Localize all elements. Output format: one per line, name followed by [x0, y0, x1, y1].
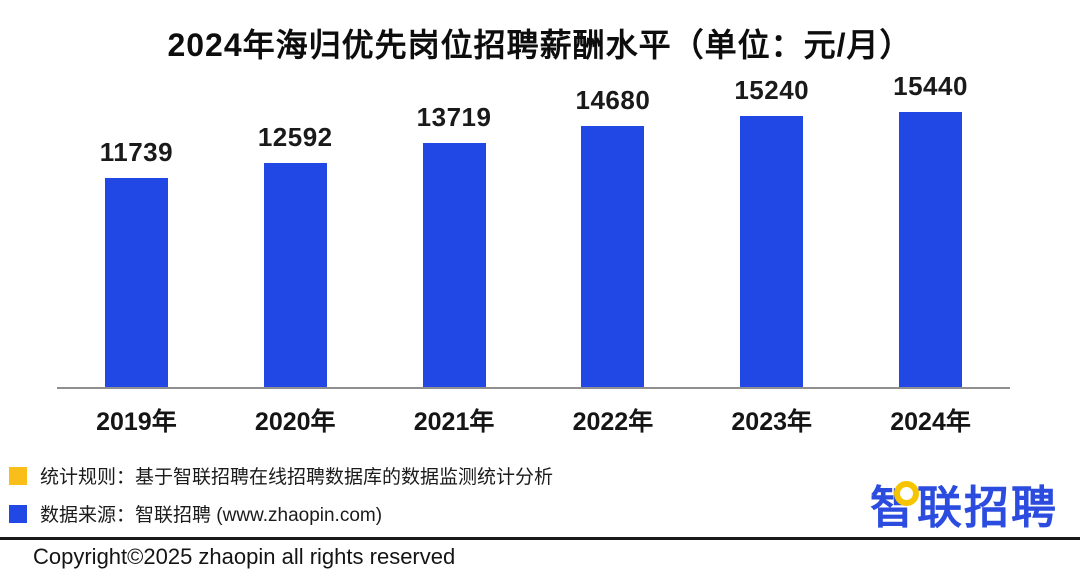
zhaopin-logo: 智联招聘 [870, 481, 1058, 530]
page-title: 2024年海归优先岗位招聘薪酬水平（单位：元/月） [167, 27, 913, 63]
bar-value-label: 11739 [99, 137, 174, 167]
bar [104, 178, 168, 387]
legend-label: 统计规则：基于智联招聘在线招聘数据库的数据监测统计分析 [40, 467, 554, 488]
yellow-swatch-icon [9, 466, 27, 485]
bar-group: 11739 [57, 137, 216, 387]
x-axis-label: 2021年 [413, 408, 495, 436]
bar [740, 116, 804, 387]
salary-bar-chart: 11739 12592 13719 14680 15240 15440 2019年 2020… [57, 71, 1010, 438]
legend-label: 数据来源：智联招聘 (www.zhaopin.com) [40, 505, 383, 526]
bar [899, 112, 963, 387]
blue-swatch-icon [9, 504, 27, 523]
bar-value-label: 14680 [575, 85, 651, 115]
legend-row-data-source: 数据来源：智联招聘 (www.zhaopin.com) [9, 500, 1080, 527]
x-axis-label: 2024年 [890, 408, 971, 436]
bar [422, 143, 486, 387]
x-axis-label: 2019年 [96, 408, 177, 436]
bar-group: 12592 [216, 122, 375, 387]
bar [263, 163, 327, 387]
legend-row-statistics-rule: 统计规则：基于智联招聘在线招聘数据库的数据监测统计分析 [9, 462, 1080, 489]
x-axis-labels: 2019年 2020年 2021年 2022年 2023年 2024年 [57, 389, 1010, 438]
logo-yellow-dot-icon [893, 481, 919, 506]
bar-group: 15440 [851, 71, 1010, 387]
bar-value-label: 15440 [893, 71, 968, 101]
bar-value-label: 13719 [416, 102, 492, 132]
bar [581, 126, 645, 387]
plot-area: 11739 12592 13719 14680 15240 15440 [57, 71, 1010, 389]
bar-group: 15240 [692, 75, 851, 387]
x-axis-label: 2020年 [254, 408, 336, 436]
copyright-text: Copyright©2025 zhaopin all rights reserv… [33, 544, 456, 569]
bar-value-label: 15240 [734, 75, 810, 105]
bar-value-label: 12592 [257, 122, 333, 152]
x-axis-label: 2023年 [731, 408, 813, 436]
bar-group: 14680 [533, 85, 692, 387]
legend: 统计规则：基于智联招聘在线招聘数据库的数据监测统计分析 数据来源：智联招聘 (w… [9, 462, 1080, 527]
footer-divider [0, 537, 1080, 540]
bar-group: 13719 [375, 102, 534, 387]
x-axis-label: 2022年 [572, 408, 654, 436]
